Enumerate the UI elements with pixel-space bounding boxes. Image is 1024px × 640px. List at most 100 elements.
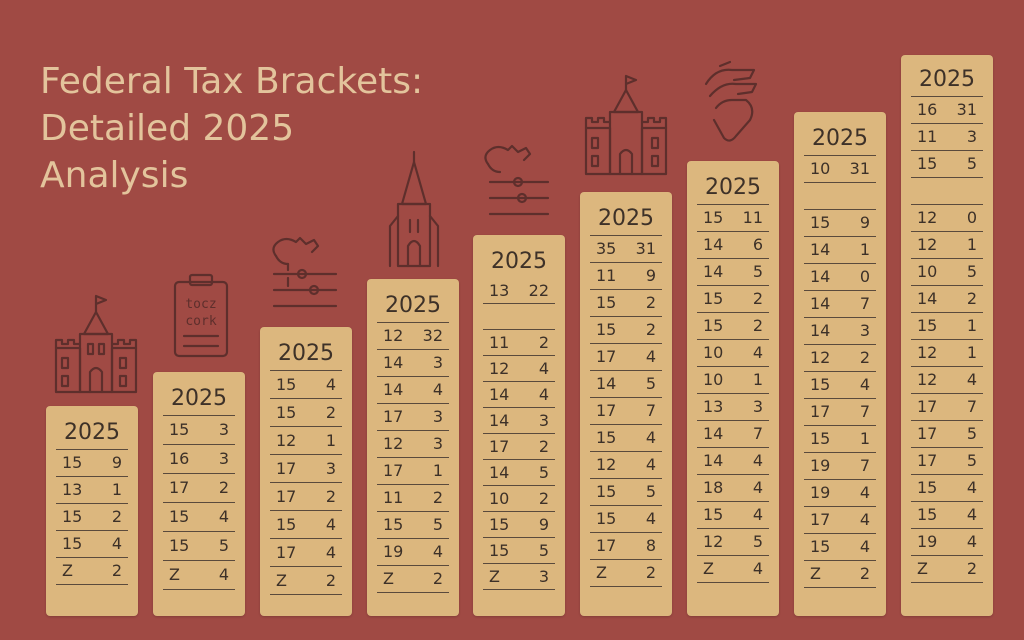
table-row: 14 4 xyxy=(697,448,769,475)
table-row: 17 2 xyxy=(483,434,555,460)
card-year: 2025 xyxy=(804,112,876,156)
cathedral-icon xyxy=(388,150,440,268)
table-row: 15 9 xyxy=(483,512,555,538)
card-year: 2025 xyxy=(590,192,662,236)
table-row: 15 2 xyxy=(56,504,128,531)
table-row: 11 3 xyxy=(911,124,983,151)
table-row: 15 2 xyxy=(590,290,662,317)
table-row: 17 3 xyxy=(377,404,449,431)
notepad-text-1: tocz xyxy=(185,297,216,312)
card-year: 2025 xyxy=(377,279,449,323)
table-row: 10 5 xyxy=(911,259,983,286)
table-row: 14 2 xyxy=(911,286,983,313)
table-row: 17 4 xyxy=(590,344,662,371)
table-row: 15 4 xyxy=(590,506,662,533)
table-row: 11 2 xyxy=(483,330,555,356)
table-row: 17 5 xyxy=(911,448,983,475)
table-row: 10 4 xyxy=(697,340,769,367)
table-row: 12 1 xyxy=(911,232,983,259)
table-row: 17 8 xyxy=(590,533,662,560)
table-row: 17 2 xyxy=(270,483,342,511)
table-row: 14 3 xyxy=(483,408,555,434)
table-row: 17 2 xyxy=(163,474,235,503)
title-line-1: Federal Tax Brackets: xyxy=(40,61,424,102)
bracket-card: 2025 10 31 15 9 14 1 14 0 14 7 14 3 12 2 15 4 17… xyxy=(794,112,886,616)
hand-sliders-icon xyxy=(272,236,338,308)
table-row: 12 1 xyxy=(911,340,983,367)
table-row: 15 5 xyxy=(590,479,662,506)
bracket-card: 2025 15 11 14 6 14 5 15 2 15 2 10 4 10 1 13 3 14… xyxy=(687,161,779,616)
table-row: 17 3 xyxy=(270,455,342,483)
card-year: 2025 xyxy=(697,161,769,205)
table-row: 15 4 xyxy=(697,502,769,529)
notepad-icon: tocz cork xyxy=(173,273,229,358)
bracket-card: 2025 12 32 14 3 14 4 17 3 12 3 17 1 11 2 15 5 19… xyxy=(367,279,459,616)
table-row: 19 4 xyxy=(377,539,449,566)
card-year: 2025 xyxy=(491,249,547,274)
table-row: 15 4 xyxy=(270,511,342,539)
table-row: 15 2 xyxy=(697,286,769,313)
table-row: 19 4 xyxy=(804,480,876,507)
table-row: 14 5 xyxy=(483,460,555,486)
table-row: 15 4 xyxy=(590,425,662,452)
table-row: 15 2 xyxy=(270,399,342,427)
table-row: 14 3 xyxy=(804,318,876,345)
title-line-2: Detailed 2025 xyxy=(40,108,295,149)
card-year: 2025 xyxy=(270,327,342,371)
table-row: 15 4 xyxy=(911,475,983,502)
table-row: 15 5 xyxy=(163,532,235,561)
castle-icon xyxy=(584,74,668,176)
table-row: 12 5 xyxy=(697,529,769,556)
table-row: 15 4 xyxy=(163,503,235,532)
bracket-card: 2025 35 31 11 9 15 2 15 2 17 4 14 5 17 7 15 4 12… xyxy=(580,192,672,616)
table-row: 15 4 xyxy=(804,534,876,561)
table-row: 17 7 xyxy=(911,394,983,421)
table-row xyxy=(804,183,876,210)
table-row: 14 0 xyxy=(804,264,876,291)
table-row: 15 4 xyxy=(804,372,876,399)
table-row: 15 4 xyxy=(270,371,342,399)
notepad-text-2: cork xyxy=(185,314,216,329)
table-row: 15 4 xyxy=(911,502,983,529)
card-year: 2025 xyxy=(911,55,983,97)
hand-sliders-icon xyxy=(484,144,550,216)
table-row: 14 7 xyxy=(697,421,769,448)
card-year: 2025 xyxy=(56,406,128,450)
table-row: 12 0 xyxy=(911,205,983,232)
bracket-card: 2025 13 22 11 2 12 4 14 4 14 3 17 2 14 5 10 2 15… xyxy=(473,235,565,616)
table-row: 19 7 xyxy=(804,453,876,480)
table-row: 15 3 xyxy=(163,416,235,445)
table-row xyxy=(483,304,555,330)
table-row: 17 7 xyxy=(804,399,876,426)
table-row: 12 4 xyxy=(483,356,555,382)
table-row: 17 4 xyxy=(270,539,342,567)
table-row: 15 4 xyxy=(56,531,128,558)
table-row: 13 3 xyxy=(697,394,769,421)
hand-icon xyxy=(704,60,758,142)
table-row: 18 4 xyxy=(697,475,769,502)
table-row: 16 3 xyxy=(163,445,235,474)
table-row: 14 6 xyxy=(697,232,769,259)
table-row: 12 32 xyxy=(377,323,449,350)
table-row: 15 5 xyxy=(377,512,449,539)
table-row: 14 3 xyxy=(377,350,449,377)
table-row: 15 5 xyxy=(483,538,555,564)
table-row: 14 5 xyxy=(590,371,662,398)
table-row: 15 1 xyxy=(911,313,983,340)
title-line-3: Analysis xyxy=(40,155,189,196)
table-row: 10 1 xyxy=(697,367,769,394)
card-year: 2025 xyxy=(163,372,235,416)
table-row: 14 1 xyxy=(804,237,876,264)
table-row: 17 5 xyxy=(911,421,983,448)
